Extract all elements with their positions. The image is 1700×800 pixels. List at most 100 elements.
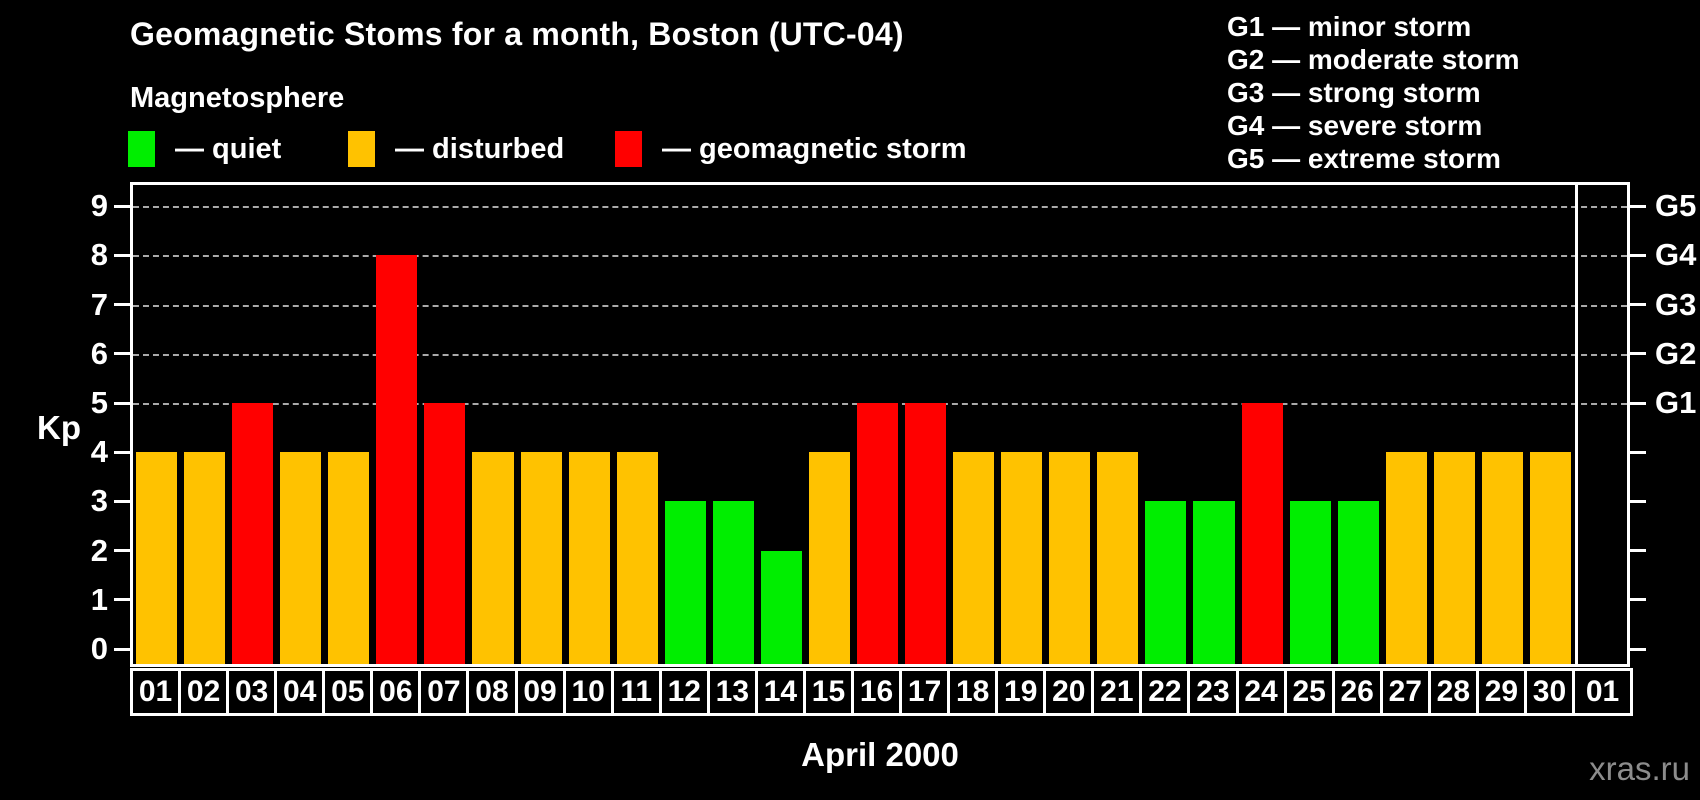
next-month-separator <box>1575 185 1578 664</box>
bar-day-02-kp4 <box>184 452 226 664</box>
y-tick-right-5 <box>1630 401 1646 405</box>
bar-day-23-kp3 <box>1193 501 1235 664</box>
day-label-06: 06 <box>370 668 422 716</box>
day-label-07: 07 <box>418 668 470 716</box>
day-label-11: 11 <box>610 668 662 716</box>
gridline-g3 <box>133 304 1627 307</box>
y-tick-label-0: 0 <box>90 631 108 666</box>
g5-definition: G5 — extreme storm <box>1227 143 1501 174</box>
bar-day-24-kp5 <box>1241 403 1283 664</box>
y-tick-label-4: 4 <box>90 434 108 470</box>
bar-day-07-kp5 <box>424 403 466 664</box>
bar-day-08-kp4 <box>472 452 514 664</box>
y-tick-label-5: 5 <box>90 385 108 420</box>
g2-definition: G2 — moderate storm <box>1227 44 1520 75</box>
y-tick-right-4 <box>1630 450 1646 454</box>
bar-day-04-kp4 <box>280 452 322 664</box>
bar-day-14-kp2 <box>760 550 802 664</box>
legend-item-quiet: — quiet <box>128 130 281 168</box>
g-axis-label-g3: G3 <box>1655 286 1697 322</box>
y-tick-left-7 <box>114 303 130 307</box>
g-axis-label-g1: G1 <box>1655 385 1697 420</box>
g4-definition: G4 — severe storm <box>1227 110 1483 141</box>
day-label-12: 12 <box>658 668 710 716</box>
y-tick-right-3 <box>1630 499 1646 503</box>
bar-day-12-kp3 <box>664 501 706 664</box>
y-axis-title: Kp <box>37 409 81 446</box>
y-tick-label-7: 7 <box>90 286 108 322</box>
gridline-g2 <box>133 353 1627 356</box>
bar-day-26-kp3 <box>1337 501 1379 664</box>
day-label-08: 08 <box>466 668 518 716</box>
legend-label-disturbed: — disturbed <box>395 132 565 165</box>
legend-item-storm: — geomagnetic storm <box>615 130 967 168</box>
y-tick-label-1: 1 <box>90 581 108 617</box>
y-tick-label-9: 9 <box>90 188 108 224</box>
gridline-g5 <box>133 206 1627 209</box>
y-tick-label-6: 6 <box>90 335 108 371</box>
day-label-14: 14 <box>754 668 806 716</box>
y-tick-right-9 <box>1630 204 1646 208</box>
day-label-20: 20 <box>1043 668 1095 716</box>
bar-day-01-kp4 <box>136 452 178 664</box>
day-label-18: 18 <box>947 668 999 716</box>
y-tick-left-1 <box>114 598 130 602</box>
bar-day-11-kp4 <box>616 452 658 664</box>
bar-day-05-kp4 <box>328 452 370 664</box>
y-tick-right-7 <box>1630 303 1646 307</box>
day-label-17: 17 <box>899 668 951 716</box>
bar-day-06-kp8 <box>376 255 418 664</box>
y-tick-right-8 <box>1630 253 1646 257</box>
day-label-13: 13 <box>706 668 758 716</box>
day-label-30: 30 <box>1523 668 1575 716</box>
day-label-27: 27 <box>1379 668 1431 716</box>
bar-day-10-kp4 <box>568 452 610 664</box>
g-axis-label-g4: G4 <box>1655 237 1697 273</box>
bar-day-28-kp4 <box>1433 452 1475 664</box>
g-scale-legend: G1 — minor storm G2 — moderate storm G3 … <box>1227 10 1520 175</box>
legend-label-quiet: — quiet <box>175 132 282 165</box>
legend-item-disturbed: — disturbed <box>348 130 564 168</box>
day-label-04: 04 <box>274 668 326 716</box>
y-tick-right-1 <box>1630 598 1646 602</box>
day-label-28: 28 <box>1427 668 1479 716</box>
day-label-05: 05 <box>322 668 374 716</box>
watermark: xras.ru <box>1589 750 1690 787</box>
day-label-01-next: 01 <box>1572 668 1633 716</box>
bar-day-19-kp4 <box>1001 452 1043 664</box>
day-label-23: 23 <box>1187 668 1239 716</box>
bar-day-18-kp4 <box>953 452 995 664</box>
quiet-color-swatch <box>128 131 155 167</box>
day-label-21: 21 <box>1091 668 1143 716</box>
day-label-10: 10 <box>562 668 614 716</box>
g1-definition: G1 — minor storm <box>1227 11 1472 42</box>
y-tick-left-9 <box>114 204 130 208</box>
gridline-g4 <box>133 255 1627 258</box>
bar-day-20-kp4 <box>1049 452 1091 664</box>
y-tick-right-2 <box>1630 549 1646 553</box>
g3-definition: G3 — strong storm <box>1227 77 1481 108</box>
bar-day-29-kp4 <box>1481 452 1523 664</box>
day-label-01: 01 <box>130 668 182 716</box>
g-axis-label-g5: G5 <box>1655 188 1697 224</box>
day-label-15: 15 <box>802 668 854 716</box>
y-tick-left-3 <box>114 499 130 503</box>
bar-day-03-kp5 <box>232 403 274 664</box>
magnetosphere-label: Magnetosphere <box>130 82 345 114</box>
g-axis-label-g2: G2 <box>1655 335 1697 371</box>
bar-day-15-kp4 <box>808 452 850 664</box>
y-tick-left-6 <box>114 352 130 356</box>
y-tick-right-0 <box>1630 647 1646 651</box>
day-label-16: 16 <box>851 668 903 716</box>
day-label-19: 19 <box>995 668 1047 716</box>
y-tick-label-3: 3 <box>90 483 108 519</box>
y-tick-left-0 <box>114 647 130 651</box>
y-tick-left-8 <box>114 253 130 257</box>
bar-day-17-kp5 <box>905 403 947 664</box>
storm-color-swatch <box>615 131 642 167</box>
day-label-22: 22 <box>1139 668 1191 716</box>
bar-day-09-kp4 <box>520 452 562 664</box>
legend-label-storm: — geomagnetic storm <box>662 132 967 165</box>
bar-day-16-kp5 <box>857 403 899 664</box>
